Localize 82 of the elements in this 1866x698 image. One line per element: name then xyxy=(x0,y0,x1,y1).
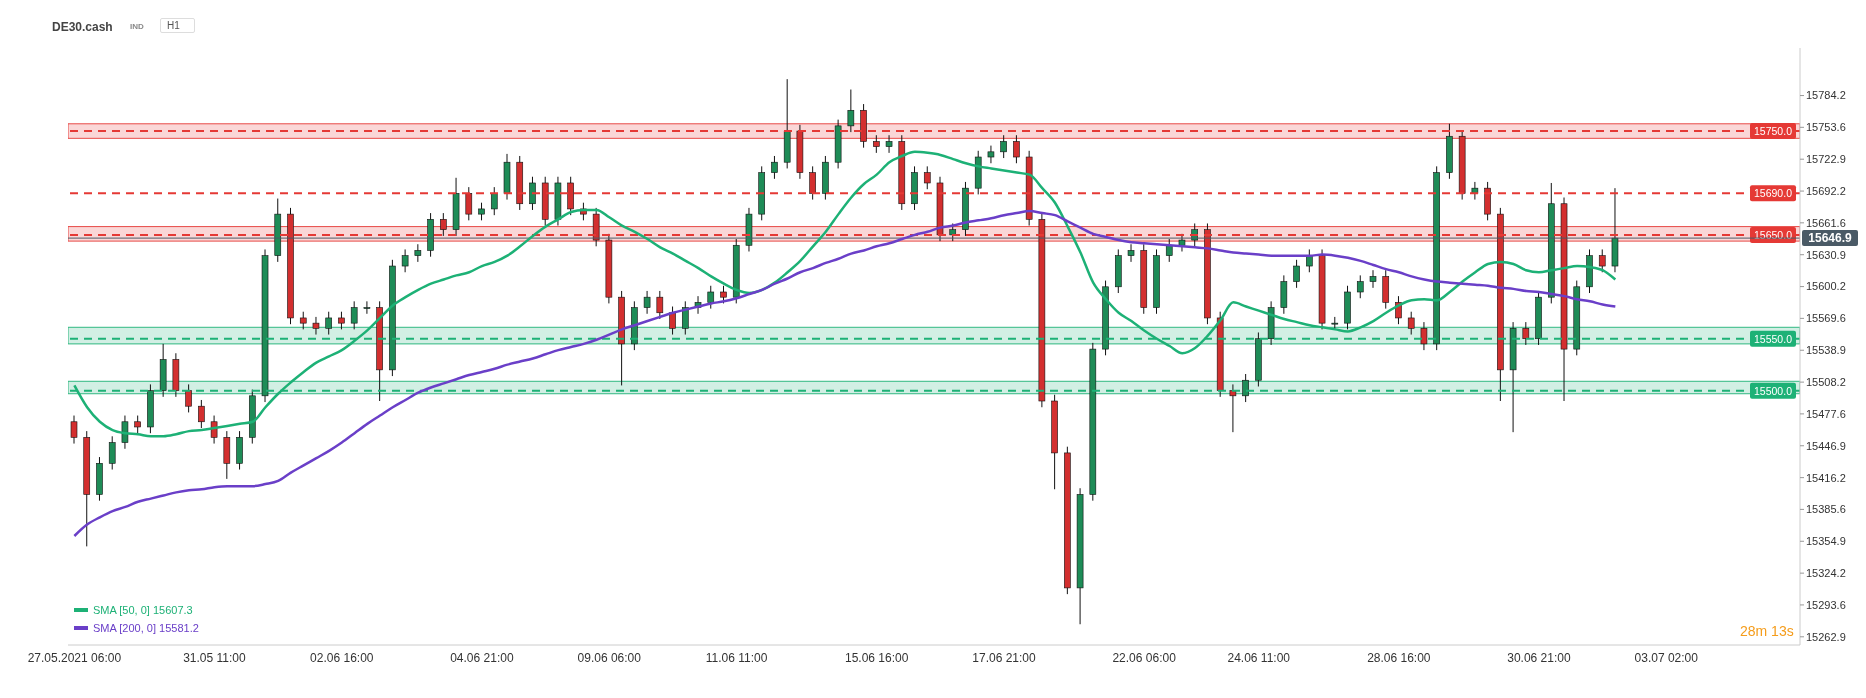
candlestick xyxy=(1013,134,1020,164)
candlestick xyxy=(847,89,855,133)
text: IND xyxy=(130,22,144,31)
candlestick xyxy=(70,415,78,445)
ref-line-label: 15650.0 xyxy=(1754,228,1793,241)
y-tick-label: 15600.2 xyxy=(1806,280,1846,293)
candlestick xyxy=(440,212,447,237)
candlestick xyxy=(312,316,320,336)
ref-line-label: 15690.0 xyxy=(1754,187,1793,200)
y-tick-label: 15538.9 xyxy=(1806,344,1846,357)
candlestick xyxy=(987,145,995,164)
annotation: 28m 13s xyxy=(1740,623,1794,639)
candlestick xyxy=(1242,373,1249,403)
x-tick-label: 15.06 16:00 xyxy=(844,650,909,665)
x-tick-label: 24.06 11:00 xyxy=(1227,650,1291,665)
candlestick xyxy=(1229,383,1237,433)
x-tick-label: 30.06 21:00 xyxy=(1507,650,1571,665)
ref-line-label: 15500.0 xyxy=(1754,384,1793,397)
y-tick-label: 15661.6 xyxy=(1806,216,1846,229)
ref-line-label: 15646.9 xyxy=(1808,231,1853,246)
text: H1 xyxy=(160,18,195,33)
x-tick-label: 27.05.2021 06:00 xyxy=(27,650,122,665)
y-tick-label: 15784.2 xyxy=(1806,89,1846,102)
candlestick xyxy=(121,415,129,450)
candlestick xyxy=(1293,259,1300,289)
x-tick-label: 04.06 21:00 xyxy=(450,650,514,665)
candlestick xyxy=(325,311,333,336)
candlestick xyxy=(885,134,893,154)
y-tick-label: 15262.9 xyxy=(1806,630,1846,643)
x-tick-label: 17.06 21:00 xyxy=(972,650,1037,665)
y-tick-label: 15416.2 xyxy=(1806,471,1846,484)
y-tick-label: 15630.9 xyxy=(1806,248,1846,261)
ref-line-label: 15550.0 xyxy=(1754,332,1793,345)
legend-label: SMA [200, 0] 15581.2 xyxy=(93,622,199,634)
candlestick xyxy=(108,435,116,471)
y-tick-label: 15722.9 xyxy=(1806,153,1846,166)
candlestick xyxy=(1369,269,1377,289)
ref-line-label: 15750.0 xyxy=(1754,125,1793,138)
candlestick xyxy=(363,300,371,315)
candlestick xyxy=(198,399,205,429)
candlestick xyxy=(414,243,422,263)
chart-title: DE30.cash xyxy=(52,20,113,34)
x-tick-label: 22.06 06:00 xyxy=(1112,650,1177,665)
candlestick xyxy=(401,248,409,273)
y-tick-label: 15293.6 xyxy=(1806,598,1846,611)
candlestick xyxy=(529,176,536,211)
candlestick xyxy=(185,383,192,413)
line-series xyxy=(73,209,1617,538)
candlestick xyxy=(1420,321,1428,351)
candlestick xyxy=(923,165,931,190)
candlestick xyxy=(1127,243,1135,263)
y-tick-label: 15753.6 xyxy=(1806,121,1846,134)
y-tick-label: 15385.6 xyxy=(1806,503,1846,516)
candlestick xyxy=(643,290,651,315)
y-tick-label: 15354.9 xyxy=(1806,535,1846,548)
y-tick-label: 15324.2 xyxy=(1806,567,1846,580)
x-tick-label: 02.06 16:00 xyxy=(310,650,374,665)
x-tick-label: 11.06 11:00 xyxy=(705,650,768,665)
candlestick xyxy=(1165,238,1173,263)
candlestick xyxy=(490,186,498,216)
y-tick-label: 15692.2 xyxy=(1806,184,1846,197)
candlestick xyxy=(1356,274,1364,299)
candlestick xyxy=(1306,248,1313,273)
candlestick xyxy=(1407,311,1415,336)
x-tick-label: 28.06 16:00 xyxy=(1367,650,1431,665)
x-tick-label: 31.05 11:00 xyxy=(183,650,247,665)
x-tick-label: 09.06 06:00 xyxy=(577,650,642,665)
candlestick xyxy=(350,300,358,330)
candlestick xyxy=(465,186,473,221)
y-tick-label: 15446.9 xyxy=(1806,439,1846,452)
candlestick xyxy=(809,165,816,201)
candlestick xyxy=(681,300,689,336)
x-tick-label: 03.07 02:00 xyxy=(1634,650,1699,665)
legend-label: SMA [50, 0] 15607.3 xyxy=(93,604,193,616)
y-tick-label: 15477.6 xyxy=(1806,407,1846,420)
y-tick-label: 15569.6 xyxy=(1806,312,1846,325)
candlestick xyxy=(1522,321,1530,346)
y-tick-label: 15508.2 xyxy=(1806,376,1846,389)
candlestick xyxy=(656,290,664,320)
candlestick xyxy=(771,155,778,180)
candlestick xyxy=(1000,134,1007,159)
candlestick xyxy=(669,306,676,336)
